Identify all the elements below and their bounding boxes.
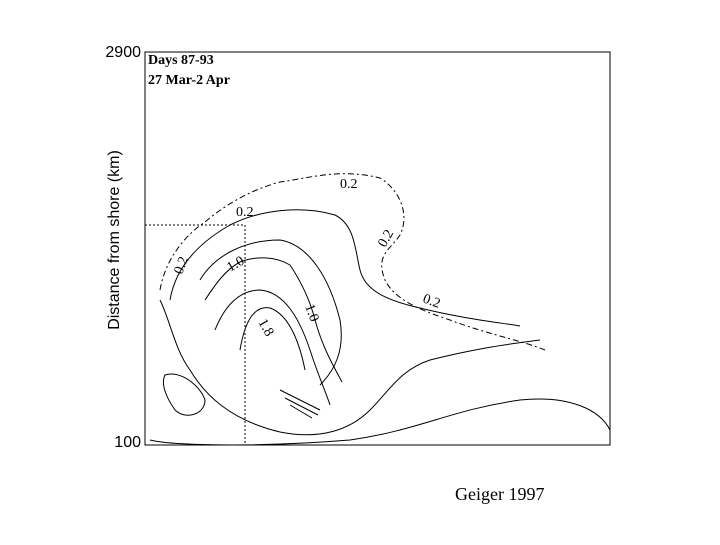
title: Days 87-93 xyxy=(148,53,214,68)
contours xyxy=(145,173,611,446)
y-axis-label: Distance from shore (km) xyxy=(106,150,123,330)
contour-label: 0.2 xyxy=(375,227,397,250)
contour-label: 0.2 xyxy=(172,255,192,277)
subtitle: 27 Mar-2 Apr xyxy=(148,73,230,88)
plot-frame xyxy=(144,51,611,446)
contour-label: 0.2 xyxy=(236,205,254,220)
contour-labels: 0.2 0.2 0.2 0.2 0.2 1.0 1.0 1.8 xyxy=(172,177,443,339)
contour-label: 0.2 xyxy=(421,292,443,312)
contour-label: 0.2 xyxy=(340,177,358,192)
y-tick-label: 2900 xyxy=(105,44,141,61)
contour-label: 1.0 xyxy=(225,254,248,276)
contour-label: 1.0 xyxy=(301,302,321,324)
y-tick-label: 100 xyxy=(114,434,141,451)
caption: Geiger 1997 xyxy=(455,484,544,504)
contour-label: 1.8 xyxy=(255,317,277,340)
